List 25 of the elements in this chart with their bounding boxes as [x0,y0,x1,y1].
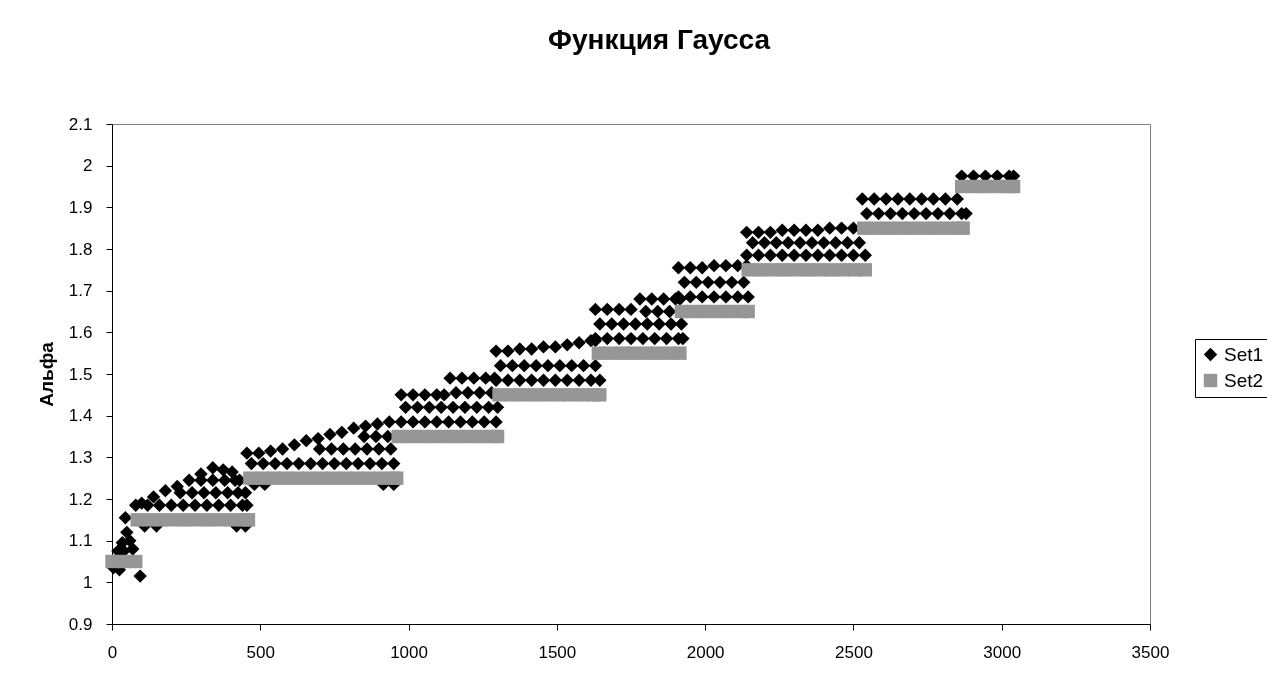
y-tick-label: 1.3 [68,447,93,467]
legend-label: Set1 [1224,343,1264,365]
y-tick-label: 1 [83,572,93,592]
x-tick-label: 2500 [835,642,873,662]
legend-label: Set2 [1224,369,1264,391]
y-axis-title: Альфа [35,341,57,407]
y-tick-label: 2.1 [68,114,93,134]
y-tick-label: 1.6 [68,322,93,342]
y-tick-label: 1.9 [68,197,93,217]
y-tick-label: 1.5 [68,364,93,384]
x-tick-label: 0 [107,642,118,662]
y-tick-label: 0.9 [68,614,93,634]
x-tick-label: 2000 [686,642,725,662]
x-tick-label: 1500 [538,642,577,662]
x-tick-label: 500 [246,642,275,662]
x-tick-label: 3500 [1131,642,1170,662]
y-tick-label: 1.1 [68,531,93,551]
y-tick-label: 2 [83,156,93,176]
x-tick-label: 1000 [390,642,428,662]
y-tick-label: 1.7 [68,281,93,301]
chart-title: Функция Гаусса [548,24,771,55]
y-tick-label: 1.8 [68,239,93,259]
y-tick-label: 1.4 [68,406,93,426]
y-tick-label: 1.2 [68,489,93,509]
x-tick-label: 3000 [983,642,1022,662]
